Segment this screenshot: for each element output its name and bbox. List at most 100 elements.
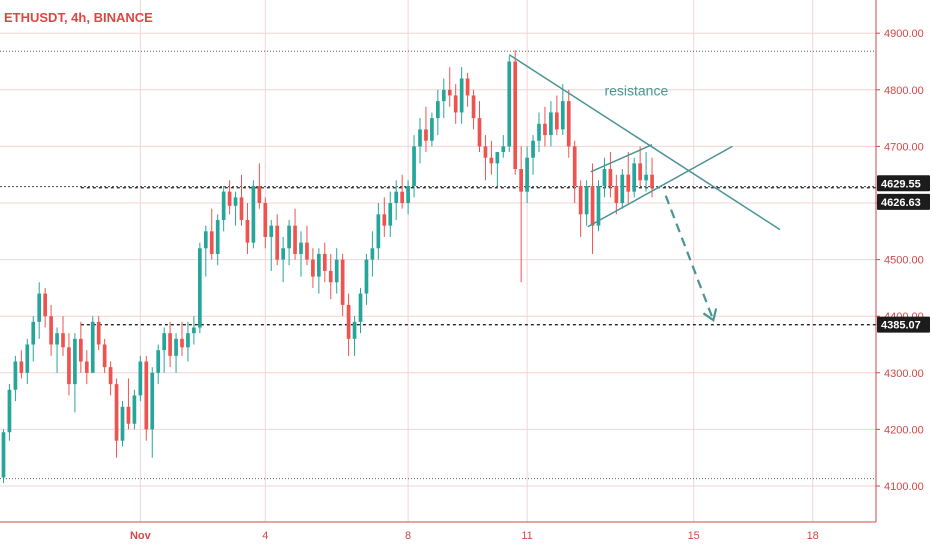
candle[interactable] (340, 253, 345, 317)
candle[interactable] (602, 157, 607, 198)
annotations-layer[interactable]: resistance (508, 54, 781, 322)
candle[interactable] (311, 248, 315, 288)
candle[interactable] (275, 214, 280, 266)
candle[interactable] (132, 389, 137, 430)
price-label-badge[interactable]: 4629.55 (877, 175, 930, 192)
candle[interactable] (507, 55, 512, 153)
candle[interactable] (245, 203, 250, 254)
candle[interactable] (37, 282, 42, 339)
candle[interactable] (31, 316, 36, 362)
candle[interactable] (84, 350, 89, 385)
candle[interactable] (566, 89, 571, 158)
candle[interactable] (358, 287, 363, 334)
candle[interactable] (108, 361, 113, 396)
candle[interactable] (382, 197, 387, 237)
price-label-badge[interactable]: 4385.07 (877, 316, 930, 333)
candle[interactable] (174, 333, 178, 373)
candle[interactable] (519, 146, 523, 283)
candle[interactable] (394, 180, 399, 220)
candle[interactable] (186, 321, 190, 362)
candle[interactable] (620, 169, 625, 209)
candle[interactable] (370, 231, 375, 277)
candle[interactable] (436, 89, 440, 136)
candle[interactable] (233, 191, 238, 226)
candle[interactable] (7, 384, 12, 441)
candle[interactable] (549, 101, 553, 147)
candle[interactable] (49, 304, 53, 356)
candle[interactable] (555, 95, 559, 136)
candle[interactable] (465, 72, 470, 107)
candle[interactable] (281, 236, 285, 283)
candle[interactable] (150, 367, 155, 458)
candle[interactable] (90, 316, 95, 373)
candle[interactable] (453, 84, 458, 124)
candle[interactable] (221, 186, 226, 232)
candle[interactable] (584, 180, 589, 226)
trendline[interactable] (587, 145, 733, 228)
time-axis[interactable]: Nov4811151822 (0, 521, 932, 542)
candle[interactable] (79, 321, 83, 373)
candle[interactable] (251, 180, 256, 249)
candle[interactable] (198, 242, 202, 334)
price-label-badge[interactable]: 4626.63 (877, 193, 930, 210)
candle[interactable] (192, 316, 196, 345)
candle[interactable] (138, 355, 143, 402)
candle[interactable] (1, 429, 6, 484)
candle[interactable] (376, 203, 381, 260)
candle[interactable] (412, 135, 416, 198)
candle[interactable] (322, 242, 327, 283)
candle[interactable] (400, 174, 404, 209)
projection-arrow[interactable] (664, 195, 715, 321)
candle[interactable] (120, 401, 125, 447)
candle[interactable] (501, 135, 506, 158)
candle[interactable] (543, 106, 547, 147)
candle[interactable] (418, 118, 422, 164)
candle[interactable] (441, 78, 446, 119)
candle[interactable] (96, 316, 101, 351)
candle[interactable] (513, 50, 518, 175)
candle[interactable] (632, 157, 637, 198)
candle[interactable] (334, 248, 339, 294)
candle[interactable] (596, 180, 601, 232)
candle[interactable] (156, 344, 161, 385)
candle[interactable] (572, 140, 577, 203)
candle[interactable] (459, 67, 464, 124)
candle[interactable] (388, 191, 393, 237)
candle[interactable] (346, 293, 351, 356)
candle[interactable] (614, 174, 619, 215)
candle[interactable] (483, 135, 488, 181)
candle[interactable] (644, 152, 648, 192)
candle[interactable] (364, 253, 369, 305)
candle[interactable] (144, 355, 149, 441)
candle[interactable] (25, 338, 30, 385)
candle[interactable] (531, 135, 535, 175)
candle[interactable] (61, 316, 65, 356)
candle[interactable] (269, 219, 274, 271)
candle[interactable] (590, 163, 595, 254)
candle[interactable] (13, 355, 18, 402)
candle[interactable] (43, 287, 47, 328)
candle[interactable] (447, 67, 452, 107)
candle[interactable] (560, 84, 565, 136)
candle[interactable] (495, 152, 500, 187)
trendline[interactable] (590, 144, 653, 173)
candle[interactable] (477, 101, 482, 153)
candle[interactable] (328, 253, 333, 300)
candle[interactable] (299, 231, 303, 277)
candle[interactable] (209, 208, 214, 260)
candle[interactable] (67, 333, 71, 396)
price-axis[interactable]: 4100.004200.004300.004400.004500.004600.… (875, 0, 932, 550)
candle[interactable] (168, 321, 172, 368)
candle[interactable] (239, 174, 244, 226)
candle[interactable] (203, 225, 208, 277)
candle[interactable] (227, 180, 232, 215)
candle[interactable] (73, 333, 77, 413)
candle[interactable] (489, 140, 494, 175)
candle[interactable] (352, 316, 357, 356)
candle[interactable] (114, 378, 119, 458)
candle[interactable] (578, 180, 583, 237)
candle[interactable] (537, 112, 541, 153)
candle[interactable] (525, 146, 529, 203)
